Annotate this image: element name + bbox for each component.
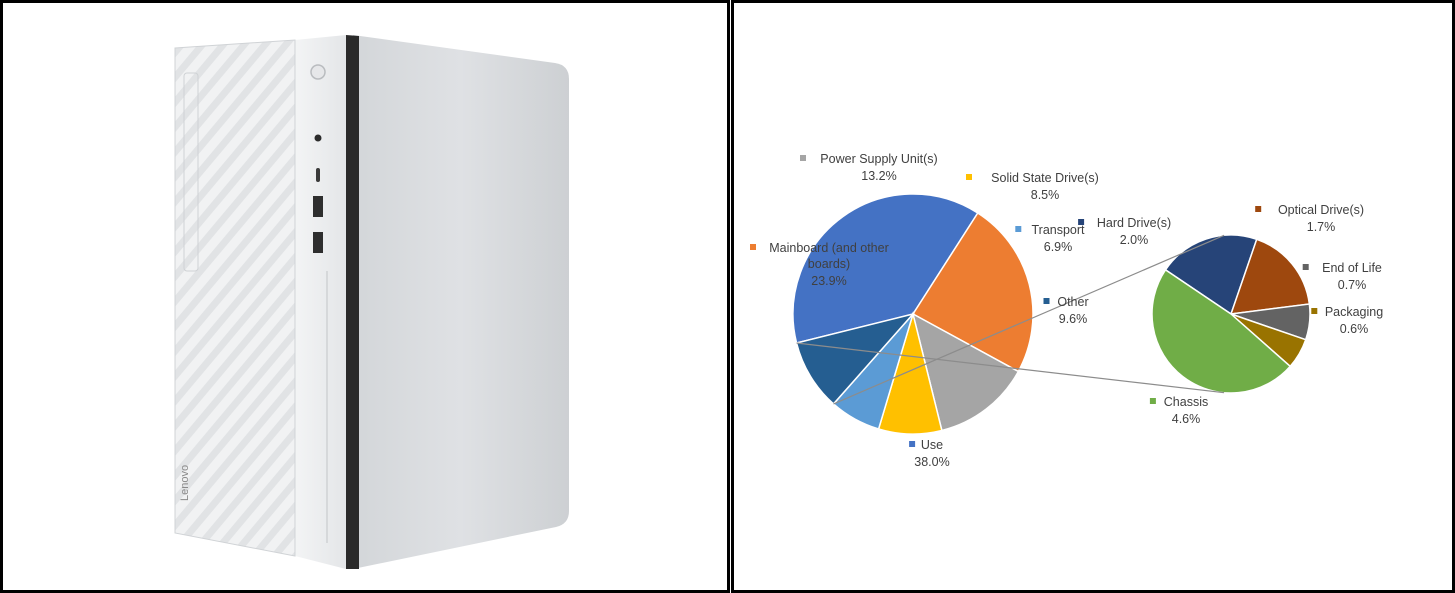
pie-slice-mainboard-and-other-boards <box>911 211 1034 373</box>
tower-side-panel <box>353 35 569 569</box>
tower-front-texture <box>175 40 295 556</box>
data-label-value-hard-drive-s: 2.0% <box>1120 233 1149 247</box>
pie-slice-optical-drive-s <box>1229 238 1311 315</box>
data-label-name-solid-state-drive-s: Solid State Drive(s) <box>991 171 1099 185</box>
connector-line-top <box>833 234 1225 405</box>
brand-logo: Lenovo <box>179 465 191 501</box>
data-label-value-use: 38.0% <box>914 455 949 469</box>
data-label-value-end-of-life: 0.7% <box>1338 278 1367 292</box>
data-label-marker-optical-drive-s <box>1255 206 1262 212</box>
data-label-marker-transport <box>1015 226 1022 232</box>
data-label-value-solid-state-drive-s: 8.5% <box>1031 188 1060 202</box>
data-label-marker-hard-drive-s <box>1078 219 1085 225</box>
data-label-value-optical-drive-s: 1.7% <box>1307 220 1336 234</box>
data-label-name-packaging: Packaging <box>1325 305 1383 319</box>
product-photo-panel: Lenovo <box>0 0 730 593</box>
data-label-value-chassis: 4.6% <box>1172 412 1201 426</box>
audio-jack-icon <box>314 134 322 142</box>
pie-slice-power-supply-unit-s <box>911 312 1020 432</box>
usb-a-port-icon <box>313 196 323 217</box>
data-label-marker-solid-state-drive-s <box>966 174 972 180</box>
data-label-value-mainboard-and-other-boards: 23.9% <box>811 274 846 288</box>
data-label-marker-other <box>1043 298 1050 304</box>
data-label-name-transport: Transport <box>1031 223 1085 237</box>
connector-line-bottom <box>796 342 1225 394</box>
data-label-name-mainboard-and-other-boards: boards) <box>808 257 850 271</box>
data-label-name-other: Other <box>1057 295 1088 309</box>
optical-drive-bay <box>183 72 199 272</box>
pie-slice-use <box>792 193 979 344</box>
data-label-value-packaging: 0.6% <box>1340 322 1369 336</box>
data-label-value-other: 9.6% <box>1059 312 1088 326</box>
data-label-marker-end-of-life <box>1302 264 1309 270</box>
chart-panel: Use 38.0% Mainboard (and other boards) 23.9%… <box>731 0 1455 593</box>
tower-front-strip <box>295 35 346 569</box>
tower-vent-strip <box>346 35 359 569</box>
desktop-tower-image: Lenovo <box>174 35 569 569</box>
data-label-name-end-of-life: End of Life <box>1322 261 1382 275</box>
data-label-marker-use <box>909 441 916 447</box>
data-label-name-hard-drive-s: Hard Drive(s) <box>1097 216 1171 230</box>
pie-slice-hard-drive-s <box>1164 234 1258 316</box>
data-label-marker-power-supply-unit-s <box>800 155 806 161</box>
power-button-icon <box>310 64 326 80</box>
data-label-name-chassis: Chassis <box>1164 395 1208 409</box>
data-label-name-mainboard-and-other-boards: Mainboard (and other <box>769 241 889 255</box>
data-label-name-power-supply-unit-s: Power Supply Unit(s) <box>820 152 937 166</box>
pie-of-pie-chart: Use 38.0% Mainboard (and other boards) 23.9%… <box>750 152 1383 469</box>
usb-c-port-icon <box>316 168 320 182</box>
data-label-name-use: Use <box>921 438 943 452</box>
usb-a-port-icon <box>313 232 323 253</box>
pie-slice-chassis <box>1151 268 1292 394</box>
data-label-marker-mainboard-and-other-boards <box>750 244 756 250</box>
data-label-marker-packaging <box>1311 308 1318 314</box>
data-label-name-optical-drive-s: Optical Drive(s) <box>1278 203 1364 217</box>
data-label-value-power-supply-unit-s: 13.2% <box>861 169 896 183</box>
data-label-marker-chassis <box>1149 398 1156 404</box>
data-label-value-transport: 6.9% <box>1044 240 1073 254</box>
